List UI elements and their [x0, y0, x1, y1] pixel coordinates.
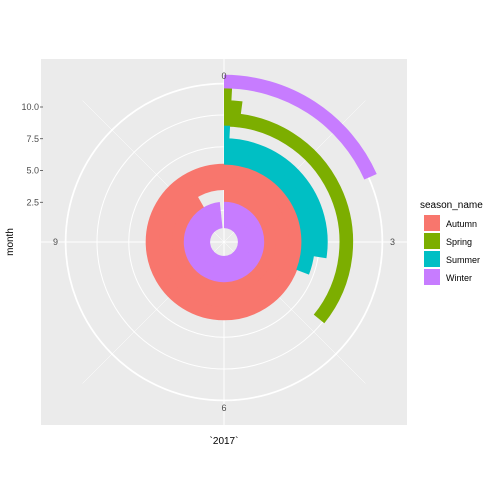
bar-autumn	[158, 176, 290, 308]
legend-key-winter	[424, 269, 440, 285]
bar-spring	[223, 112, 354, 324]
legend-title: season_name	[420, 200, 483, 211]
legend-key-autumn	[424, 215, 440, 231]
y-axis-title: month	[5, 228, 16, 256]
bars	[145, 74, 377, 324]
bar-spring	[223, 100, 243, 115]
angle-tick-label: 9	[53, 237, 58, 247]
bar-winter	[223, 74, 377, 180]
legend-label-autumn: Autumn	[446, 219, 477, 229]
angle-tick-label: 3	[390, 237, 395, 247]
bar-summer	[223, 138, 328, 259]
x-axis-title: `2017`	[210, 435, 239, 447]
bar-winter	[183, 201, 265, 283]
legend-key-spring	[424, 233, 440, 249]
radius-tick-label: 5.0	[26, 166, 39, 176]
legend-key-summer	[424, 251, 440, 267]
legend-label-summer: Summer	[446, 255, 480, 265]
bar-summer	[223, 151, 315, 275]
angle-tick-label: 0	[221, 71, 226, 81]
bar-autumn	[171, 189, 277, 295]
radius-tick-label: 10.0	[21, 102, 39, 112]
angle-tick-label: 6	[221, 403, 226, 413]
radius-tick-label: 7.5	[26, 134, 39, 144]
bar-autumn	[145, 163, 303, 321]
legend-label-spring: Spring	[446, 237, 472, 247]
legend: season_name Autumn Spring Summer Winter	[420, 200, 483, 285]
bar-winter	[196, 214, 252, 270]
radius-tick-label: 2.5	[26, 197, 39, 207]
axis-ticks: 0 3 6 9 2.5 5.0 7.5 10.0	[21, 71, 395, 413]
legend-label-winter: Winter	[446, 273, 472, 283]
